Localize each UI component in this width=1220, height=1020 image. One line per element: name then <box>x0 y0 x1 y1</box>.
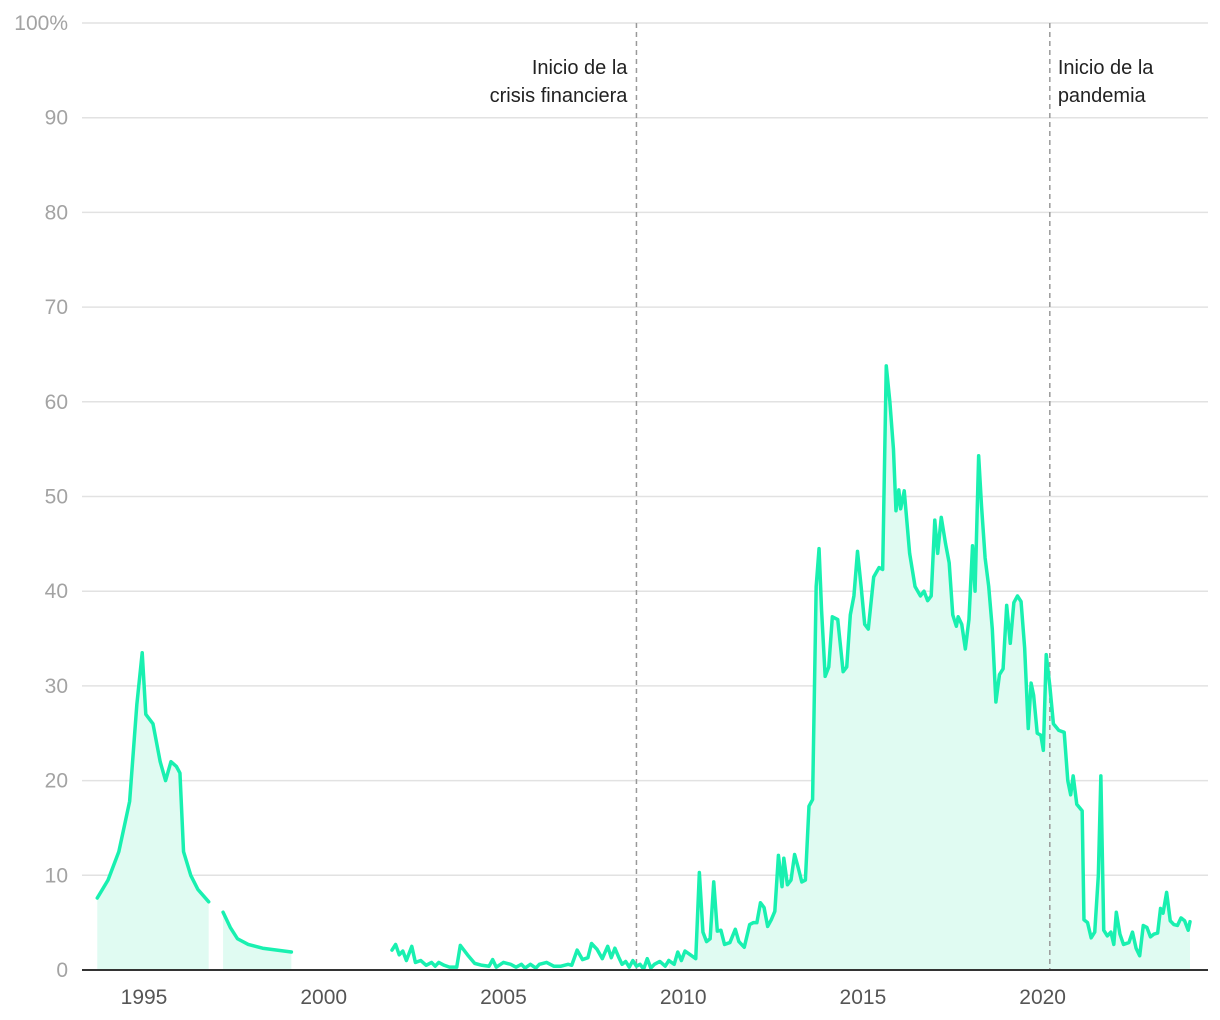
y-tick-label: 30 <box>45 675 68 698</box>
x-tick-label: 2000 <box>300 986 347 1009</box>
x-tick-label: 2005 <box>480 986 527 1009</box>
axis-layer: 0 10 20 30 40 50 60 70 80 90 100% 1995 2000 2005 2010 2… <box>14 12 1208 1009</box>
y-tick-label: 90 <box>45 107 68 130</box>
y-tick-label: 60 <box>45 391 68 414</box>
area-layer <box>97 365 1190 971</box>
annotation-layer: Inicio de la crisis financiera Inicio de l… <box>490 23 1154 970</box>
series-line <box>390 941 671 971</box>
x-tick-label: 1995 <box>121 986 168 1009</box>
y-tick-label: 50 <box>45 486 68 509</box>
annotation-text: Inicio de la <box>1058 57 1154 79</box>
x-tick-label: 2020 <box>1019 986 1066 1009</box>
y-tick-label: 40 <box>45 580 68 603</box>
series-line <box>667 364 1192 967</box>
y-tick-label: 80 <box>45 201 68 224</box>
series-line <box>95 651 211 904</box>
annotation-text: pandemia <box>1058 85 1147 107</box>
series-area <box>668 365 1190 971</box>
series-line <box>221 910 294 954</box>
y-tick-label: 100% <box>14 12 68 35</box>
y-tick-label: 70 <box>45 296 68 319</box>
y-tick-label: 0 <box>56 959 68 982</box>
y-tick-label: 10 <box>45 864 68 887</box>
series-area <box>97 652 209 970</box>
annotation-text: Inicio de la <box>532 57 628 79</box>
x-tick-label: 2015 <box>840 986 887 1009</box>
annotation-text: crisis financiera <box>490 85 629 107</box>
x-tick-label: 2010 <box>660 986 707 1009</box>
series-area <box>223 912 292 970</box>
y-tick-label: 20 <box>45 770 68 793</box>
line-layer <box>95 364 1192 971</box>
grid-layer <box>82 22 1208 877</box>
